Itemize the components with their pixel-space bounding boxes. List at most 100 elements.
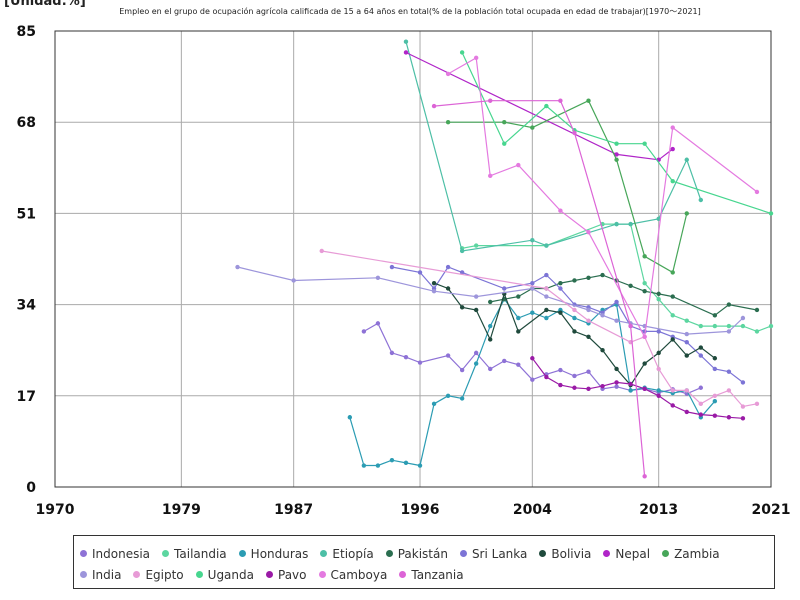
data-point-camboya xyxy=(670,125,675,130)
legend-item-sri-lanka[interactable]: Sri Lanka xyxy=(459,543,528,564)
data-point-tailandia xyxy=(726,323,732,329)
legend-label: Tailandia xyxy=(174,546,227,561)
legend-item-pavo[interactable]: Pavo xyxy=(266,564,307,585)
legend-marker-icon xyxy=(238,550,246,557)
legend-item-india[interactable]: India xyxy=(80,564,121,585)
data-point-tanzania xyxy=(642,474,647,479)
data-point-egipto xyxy=(656,366,661,372)
legend-item-bolivia[interactable]: Bolivia xyxy=(539,543,591,564)
data-point-camboya xyxy=(642,334,647,339)
legend-item-zambia[interactable]: Zambia xyxy=(662,543,720,564)
data-point-pavo xyxy=(740,416,746,421)
data-point-pavo xyxy=(656,393,661,398)
legend-label: Sri Lanka xyxy=(471,546,528,561)
data-point-tanzania xyxy=(488,98,493,103)
data-point-pakistan xyxy=(586,275,591,280)
legend-label: Etiopía xyxy=(332,546,374,561)
legend-item-pakistan[interactable]: Pakistán xyxy=(385,543,448,564)
data-point-tanzania xyxy=(431,103,437,109)
data-point-tailandia xyxy=(740,323,746,329)
data-point-honduras xyxy=(459,396,465,401)
data-point-pavo xyxy=(530,356,535,361)
data-point-sri-lanka xyxy=(656,329,661,334)
data-point-pakistan xyxy=(712,313,718,318)
data-point-bolivia xyxy=(572,329,577,334)
x-axis: 1970 1979 1987 1996 2004 2013 2021 xyxy=(36,502,791,518)
data-point-pakistan xyxy=(642,288,647,294)
data-point-bolivia xyxy=(445,286,451,291)
data-point-camboya xyxy=(473,55,479,61)
legend-label: Bolivia xyxy=(551,546,592,561)
data-point-zambia xyxy=(614,157,619,162)
legend-item-tanzania[interactable]: Tanzania xyxy=(399,564,464,585)
data-point-indonesia xyxy=(698,385,704,390)
legend-item-tailandia[interactable]: Tailandia xyxy=(162,543,227,564)
data-point-pakistan xyxy=(670,294,675,299)
data-point-india xyxy=(614,318,619,323)
legend-label: Egipto xyxy=(145,567,184,582)
x-tick-label: 1996 xyxy=(401,502,440,518)
data-point-uganda xyxy=(768,211,774,216)
data-point-bolivia xyxy=(558,310,563,315)
data-point-egipto xyxy=(684,388,689,393)
legend-marker-icon xyxy=(320,550,328,557)
data-point-pakistan xyxy=(488,299,493,305)
data-point-india xyxy=(473,294,479,299)
data-point-bolivia xyxy=(544,307,549,313)
legend-marker-icon xyxy=(80,550,87,557)
data-point-sri-lanka xyxy=(544,272,549,278)
data-point-honduras xyxy=(516,315,521,321)
y-tick-label: 34 xyxy=(17,298,37,314)
series-egipto xyxy=(319,248,760,409)
series-uganda xyxy=(459,50,774,216)
data-point-tailandia xyxy=(642,280,647,286)
data-point-nepal xyxy=(403,50,409,55)
series-line-camboya xyxy=(447,56,758,339)
legend-item-camboya[interactable]: Camboya xyxy=(318,564,387,585)
data-point-sri-lanka xyxy=(558,286,563,291)
legend-marker-icon xyxy=(385,550,393,557)
legend-item-honduras[interactable]: Honduras xyxy=(238,543,308,564)
legend-label: India xyxy=(92,567,122,582)
y-tick-label: 51 xyxy=(17,206,36,222)
data-point-tanzania xyxy=(628,323,633,329)
data-point-zambia xyxy=(670,270,675,275)
series-camboya xyxy=(445,55,760,339)
legend-item-etiopia[interactable]: Etiopía xyxy=(320,543,374,564)
data-point-uganda xyxy=(544,103,549,109)
legend-marker-icon xyxy=(603,550,611,557)
data-point-honduras xyxy=(417,463,423,468)
legend-marker-icon xyxy=(318,571,326,578)
legend-item-nepal[interactable]: Nepal xyxy=(603,543,650,564)
data-point-camboya xyxy=(754,189,760,195)
data-point-india xyxy=(431,288,437,294)
data-point-bolivia xyxy=(698,345,704,350)
series-pakistan xyxy=(488,272,760,318)
data-point-indonesia xyxy=(389,350,395,356)
data-point-sri-lanka xyxy=(740,380,746,385)
legend-marker-icon xyxy=(662,550,670,557)
data-point-uganda xyxy=(670,179,675,184)
data-point-india xyxy=(530,286,535,291)
data-point-tailandia xyxy=(754,329,760,334)
data-point-pakistan xyxy=(516,294,521,299)
data-point-sri-lanka xyxy=(684,339,689,345)
series-group xyxy=(235,39,774,479)
data-point-bolivia xyxy=(473,307,479,313)
data-point-india xyxy=(684,331,689,337)
legend-item-indonesia[interactable]: Indonesia xyxy=(80,543,150,564)
data-point-tanzania xyxy=(572,130,577,136)
data-point-pakistan xyxy=(572,278,577,283)
data-point-sri-lanka xyxy=(530,280,535,286)
data-point-indonesia xyxy=(361,329,367,334)
data-point-honduras xyxy=(530,310,535,315)
data-point-indonesia xyxy=(586,369,591,374)
series-nepal xyxy=(403,50,675,162)
legend-item-egipto[interactable]: Egipto xyxy=(133,564,184,585)
data-point-egipto xyxy=(586,318,591,323)
data-point-india xyxy=(586,307,591,313)
legend-item-uganda[interactable]: Uganda xyxy=(195,564,254,585)
data-point-pavo xyxy=(684,409,689,415)
y-tick-label: 0 xyxy=(26,480,36,496)
data-point-tailandia xyxy=(656,297,661,302)
